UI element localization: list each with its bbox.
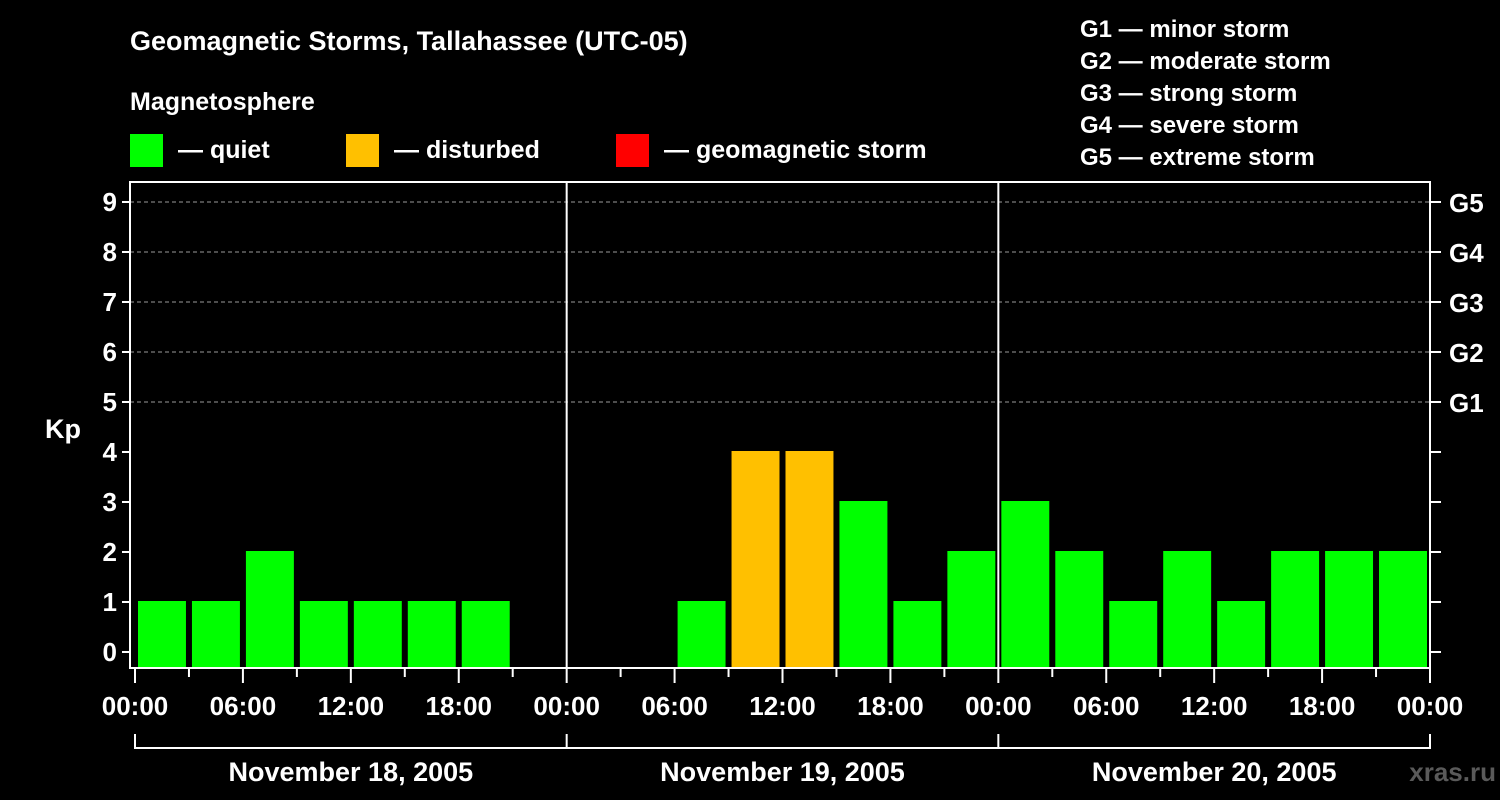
legend-swatch-storm — [616, 134, 649, 167]
bar — [138, 601, 186, 668]
storm-level-label: G1 — [1449, 388, 1484, 418]
y-tick-label: 1 — [103, 587, 117, 617]
bar — [1001, 501, 1050, 668]
x-tick-label: 06:00 — [210, 691, 277, 721]
y-tick-label: 2 — [103, 537, 117, 567]
storm-level-label: G2 — [1449, 338, 1484, 368]
storm-level-label: G3 — [1449, 288, 1484, 318]
x-tick-label: 06:00 — [1073, 691, 1140, 721]
bar — [1217, 601, 1266, 668]
bar — [947, 551, 996, 668]
legend-heading: Magnetosphere — [130, 88, 315, 116]
bar — [191, 601, 240, 668]
legend-label-storm: — geomagnetic storm — [664, 136, 927, 164]
bar — [677, 601, 726, 668]
storm-scale-g1: G1 — minor storm — [1080, 16, 1289, 43]
storm-scale-g3: G3 — strong storm — [1080, 80, 1297, 107]
legend-label-quiet: — quiet — [178, 136, 270, 164]
bar — [299, 601, 348, 668]
day-label: November 19, 2005 — [660, 757, 905, 787]
x-tick-label: 12:00 — [1181, 691, 1248, 721]
bar — [461, 601, 510, 668]
y-tick-label: 4 — [103, 437, 118, 467]
bar — [1379, 551, 1427, 668]
bar — [1271, 551, 1320, 668]
gridlines — [130, 201, 1430, 403]
x-ticks: 00:00 06:00 12:00 18:00 00:00 06:00 12:00 18:00… — [102, 668, 1464, 721]
bars — [138, 451, 1427, 668]
chart-title: Geomagnetic Storms, Tallahassee (UTC-05) — [130, 26, 688, 56]
storm-level-ticks: G1 G2 G3 G4 G5 — [1449, 188, 1484, 418]
x-tick-label: 18:00 — [1289, 691, 1356, 721]
x-tick-label: 18:00 — [426, 691, 493, 721]
y-tick-label: 9 — [103, 187, 117, 217]
day-label: November 18, 2005 — [229, 757, 474, 787]
x-tick-label: 12:00 — [318, 691, 385, 721]
y-tick-label: 8 — [103, 237, 117, 267]
x-tick-label: 00:00 — [533, 691, 600, 721]
x-tick-label: 00:00 — [965, 691, 1032, 721]
bar — [893, 601, 942, 668]
date-bracket-ticks — [134, 734, 1431, 749]
y-tick-label: 3 — [103, 487, 117, 517]
day-label: November 20, 2005 — [1092, 757, 1337, 787]
x-tick-label: 00:00 — [1397, 691, 1464, 721]
x-tick-label: 18:00 — [857, 691, 924, 721]
storm-scale-g5: G5 — extreme storm — [1080, 144, 1315, 171]
storm-scale-g2: G2 — moderate storm — [1080, 48, 1331, 75]
y-axis-label: Kp — [45, 414, 81, 444]
y-ticks: 0 1 2 3 4 5 6 7 8 9 — [103, 187, 1441, 667]
storm-level-label: G5 — [1449, 188, 1484, 218]
bar — [1163, 551, 1212, 668]
x-tick-label: 00:00 — [102, 691, 169, 721]
bar — [731, 451, 780, 668]
bar — [1055, 551, 1104, 668]
watermark: xras.ru — [1409, 757, 1496, 787]
storm-level-label: G4 — [1449, 238, 1484, 268]
x-tick-label: 06:00 — [641, 691, 708, 721]
bar — [407, 601, 456, 668]
y-tick-label: 7 — [103, 287, 117, 317]
legend-label-disturbed: — disturbed — [394, 136, 540, 164]
y-tick-label: 5 — [103, 387, 117, 417]
plot-frame — [129, 181, 1431, 669]
bar — [353, 601, 402, 668]
day-dividers — [565, 182, 1000, 668]
bar — [839, 501, 888, 668]
y-tick-label: 0 — [103, 637, 117, 667]
bar — [245, 551, 294, 668]
x-tick-label: 12:00 — [749, 691, 816, 721]
bar — [785, 451, 834, 668]
legend-swatch-quiet — [130, 134, 163, 167]
storm-scale-g4: G4 — severe storm — [1080, 112, 1299, 139]
day-labels: November 18, 2005 November 19, 2005 Novemb… — [229, 757, 1337, 787]
bar — [1109, 601, 1158, 668]
bar — [1325, 551, 1374, 668]
legend-swatch-disturbed — [346, 134, 379, 167]
y-tick-label: 6 — [103, 337, 117, 367]
